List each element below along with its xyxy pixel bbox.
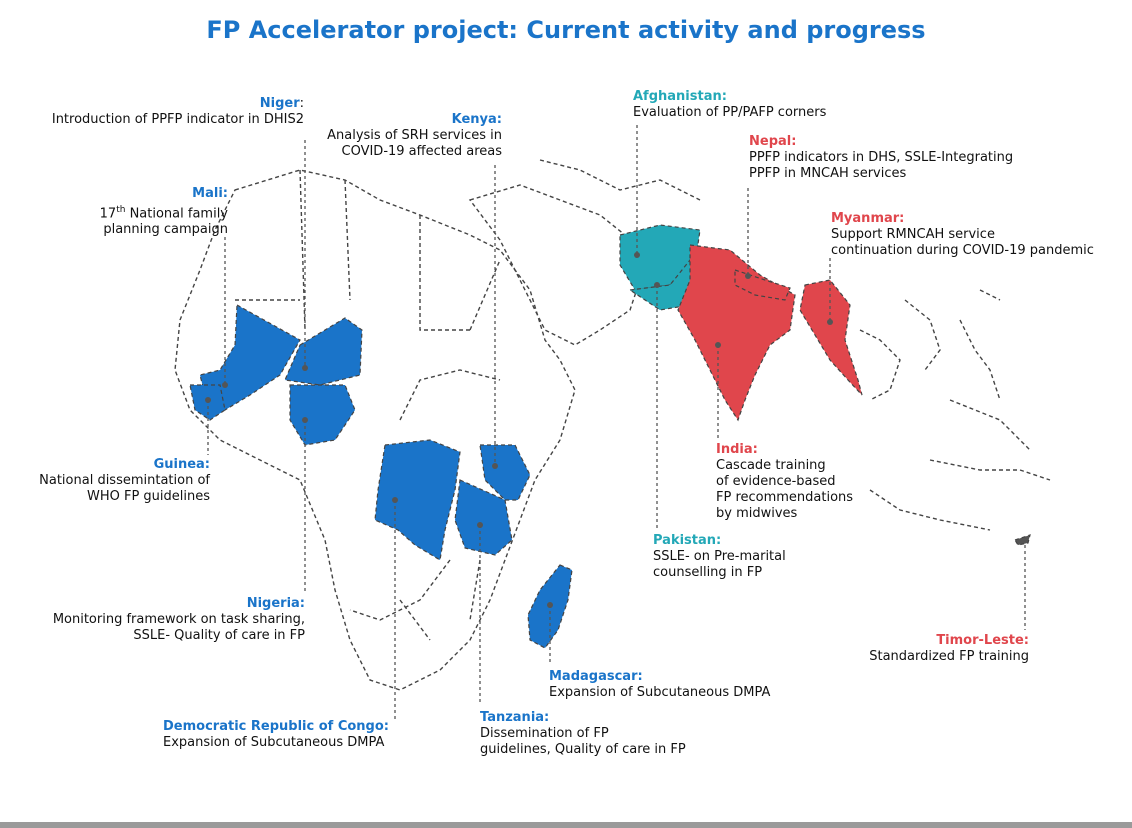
india-country: India: <box>716 442 758 457</box>
tanzania-text-1: guidelines, Quality of care in FP <box>480 742 686 757</box>
afghanistan-country: Afghanistan: <box>633 89 727 104</box>
nigeria-country: Nigeria: <box>246 596 305 611</box>
myanmar-text-0: Support RMNCAH service <box>831 227 995 242</box>
label-madagascar: Madagascar: Expansion of Subcutaneous DM… <box>549 669 770 701</box>
niger-shape <box>284 317 363 386</box>
label-drc: Democratic Republic of Congo: Expansion … <box>163 719 389 751</box>
kenya-shape <box>479 444 531 501</box>
niger-country: Niger <box>259 96 300 111</box>
mali-text-3: planning campaign <box>103 222 228 238</box>
tanzania-country: Tanzania: <box>480 710 550 725</box>
nepal-text-1: PPFP in MNCAH services <box>749 166 907 181</box>
highlighted-asia <box>619 224 1031 546</box>
drc-country: Democratic Republic of Congo: <box>163 719 389 734</box>
pakistan-text-0: SSLE- on Pre-marital <box>653 549 786 564</box>
label-kenya: Kenya: Analysis of SRH services in COVID… <box>327 112 502 160</box>
leader-lines <box>207 125 1026 720</box>
india-text-2: FP recommendations <box>716 490 854 505</box>
afghanistan-text-0: Evaluation of PP/PAFP corners <box>633 105 827 120</box>
africa-outline <box>174 169 576 691</box>
nigeria-shape <box>289 384 356 446</box>
tanzania-text-0: Dissemination of FP <box>480 726 609 741</box>
kenya-text-1: COVID-19 affected areas <box>341 144 503 159</box>
label-nigeria: Nigeria: Monitoring framework on task sh… <box>53 596 305 644</box>
kenya-text-0: Analysis of SRH services in <box>327 128 502 143</box>
myanmar-country: Myanmar: <box>831 211 905 226</box>
mali-country: Mali: <box>192 186 228 201</box>
label-india: India: Cascade training of evidence-base… <box>716 442 853 522</box>
label-guinea: Guinea: National dissemintation of WHO F… <box>39 457 210 505</box>
drc-text-0: Expansion of Subcutaneous DMPA <box>163 735 385 750</box>
timor-country: Timor-Leste: <box>936 633 1029 648</box>
highlighted-africa <box>189 304 531 561</box>
tanzania-shape <box>454 479 513 556</box>
nigeria-text-0: Monitoring framework on task sharing, <box>52 612 305 627</box>
page-title: FP Accelerator project: Current activity… <box>206 16 926 44</box>
madagascar-country: Madagascar: <box>549 669 643 684</box>
myanmar-shape <box>799 279 863 396</box>
india-text-1: of evidence-based <box>716 474 836 489</box>
myanmar-text-1: continuation during COVID-19 pandemic <box>831 243 1094 258</box>
marker-dots <box>205 252 833 608</box>
madagascar-text-0: Expansion of Subcutaneous DMPA <box>549 685 771 700</box>
label-tanzania: Tanzania: Dissemination of FP guidelines… <box>480 710 686 758</box>
pakistan-text-1: counselling in FP <box>653 565 763 580</box>
mali-text-0: 17 <box>99 206 117 222</box>
nepal-country: Nepal: <box>749 134 797 149</box>
label-afghanistan: Afghanistan: Evaluation of PP/PAFP corne… <box>633 89 826 121</box>
nepal-text-0: PPFP indicators in DHS, SSLE-Integrating <box>749 150 1014 165</box>
footer-bar <box>0 822 1132 828</box>
label-nepal: Nepal: PPFP indicators in DHS, SSLE-Inte… <box>749 134 1013 182</box>
asia-outline <box>859 289 1051 531</box>
timor-shape <box>1014 534 1031 546</box>
pakistan-country: Pakistan: <box>653 533 722 548</box>
guinea-text-1: WHO FP guidelines <box>86 489 210 504</box>
india-text-3: by midwives <box>716 506 798 521</box>
guinea-country: Guinea: <box>153 457 210 472</box>
nigeria-text-1: SSLE- Quality of care in FP <box>133 628 305 643</box>
kenya-country: Kenya: <box>451 112 502 127</box>
mali-text-1: th <box>116 205 126 215</box>
niger-colon: : <box>299 96 304 111</box>
drc-shape <box>374 439 461 561</box>
label-timor-leste: Timor-Leste: Standardized FP training <box>869 633 1029 665</box>
india-text-0: Cascade training <box>716 458 826 473</box>
mali-text-2: National family <box>125 206 228 222</box>
label-myanmar: Myanmar: Support RMNCAH service continua… <box>831 211 1094 259</box>
timor-text-0: Standardized FP training <box>869 649 1029 664</box>
label-mali: Mali: 17th National family planning camp… <box>100 186 228 238</box>
guinea-text-0: National dissemintation of <box>39 473 210 488</box>
niger-text-0: Introduction of PPFP indicator in DHIS2 <box>51 112 304 127</box>
label-niger: Niger: Introduction of PPFP indicator in… <box>52 96 304 128</box>
label-pakistan: Pakistan: SSLE- on Pre-marital counselli… <box>653 533 786 581</box>
middle-east-outline <box>468 159 701 346</box>
